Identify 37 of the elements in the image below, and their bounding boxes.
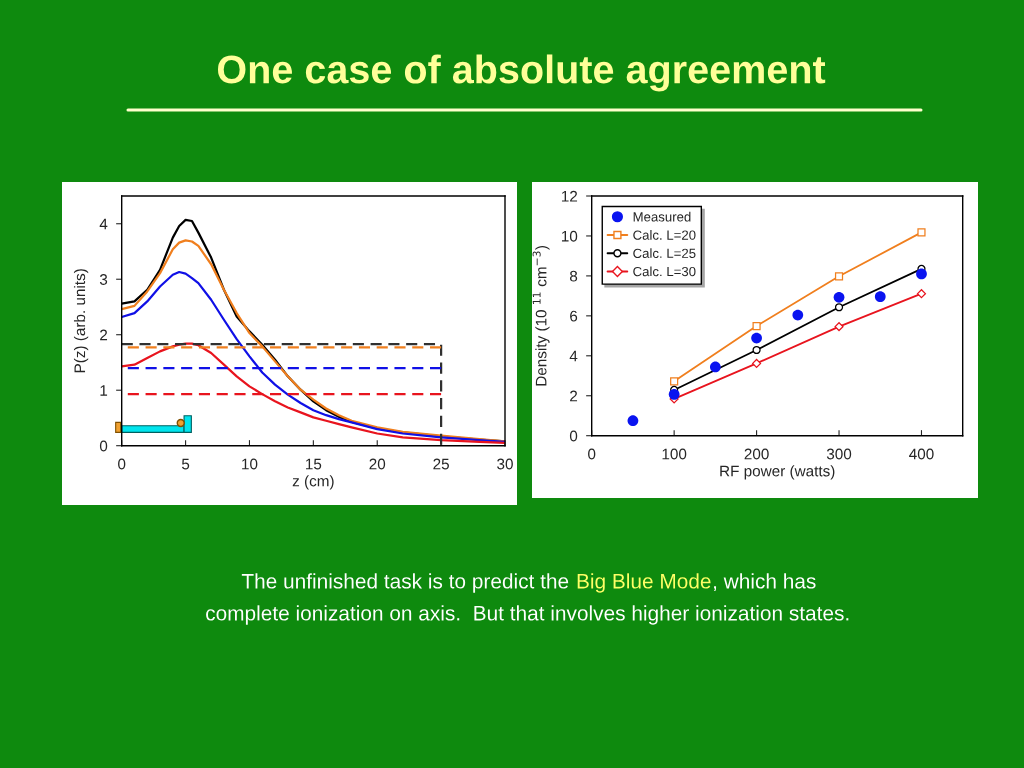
x-tick-label: 0 [118, 458, 126, 470]
y-tick-label: 0 [99, 440, 108, 452]
y-tick-label: 3 [99, 274, 108, 285]
x-tick-label: 10 [242, 458, 258, 470]
y-tick-label: 8 [569, 270, 578, 282]
legend-label: Calc. L=25 [633, 248, 696, 258]
y-axis-title: Density (10 $^{11}$ cm$^{−3}$) [532, 245, 550, 386]
y-tick-label: 1 [100, 385, 108, 396]
y-tick-label: 4 [99, 218, 108, 230]
legend-label: Measured [633, 211, 691, 222]
y-tick-label: 10 [561, 230, 578, 242]
y-tick-label: 0 [569, 430, 578, 442]
y-tick-label: 2 [570, 390, 578, 402]
x-tick-label: 15 [306, 458, 322, 470]
x-tick-label: 30 [497, 458, 513, 470]
y-tick-label: 2 [100, 329, 108, 341]
y-tick-label: 4 [569, 350, 578, 362]
text: , which has [714, 573, 816, 592]
y-tick-label: 12 [561, 190, 578, 202]
x-tick-label: 100 [662, 448, 687, 460]
x-tick-label: 25 [433, 458, 449, 470]
x-tick-label: 5 [181, 458, 190, 470]
x-axis-title: RF power (watts) [720, 465, 835, 480]
x-tick-label: 0 [588, 448, 596, 460]
text: One case of absolute agreement [217, 54, 826, 92]
y-tick-label: 6 [570, 310, 578, 322]
x-tick-label: 300 [826, 448, 852, 460]
legend-label: Calc. L=20 [633, 230, 696, 240]
legend-label: Calc. L=30 [633, 266, 696, 277]
x-tick-label: 20 [369, 458, 386, 470]
y-axis-title: P(z) (arb. units) [73, 269, 89, 373]
x-tick-label: 200 [744, 448, 769, 460]
text: Big Blue Mode [577, 573, 711, 593]
x-axis-title: z (cm) [292, 475, 334, 490]
text: The unfinished task is to predict the [241, 573, 569, 593]
text: complete ionization on axis. But that involves higher ionization states. [206, 605, 849, 625]
x-tick-label: 400 [909, 448, 934, 460]
